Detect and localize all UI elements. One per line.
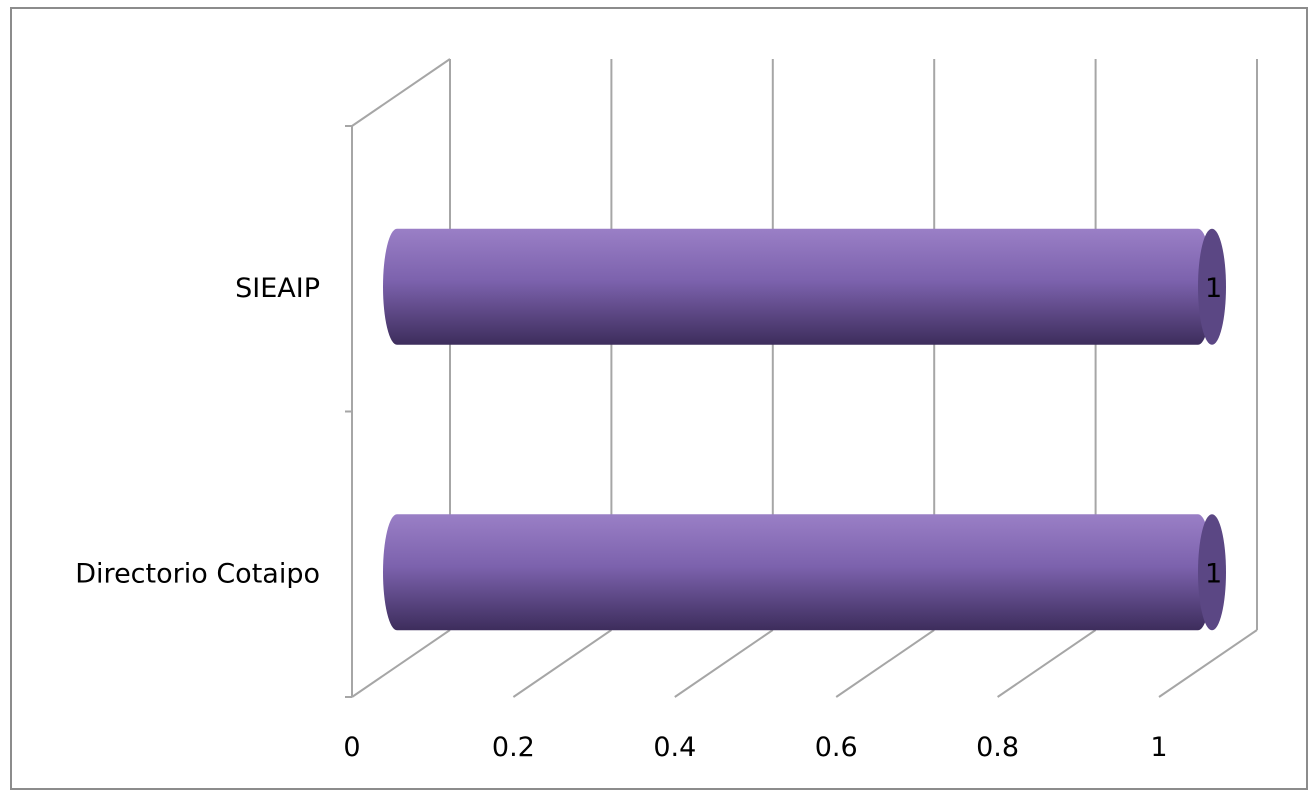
x-tick-label: 0.6 [815,732,858,763]
labels: 0 0.2 0.4 0.6 0.8 1 SIEAIP 1 Directorio Cotaipo 1 [75,273,1222,763]
category-label: Directorio Cotaipo [75,558,320,589]
x-tick-label: 0.4 [653,732,696,763]
bar-cap-1 [1198,514,1226,631]
bar-0 [383,228,1212,345]
axes [345,58,451,698]
x-tick-label: 0.8 [976,732,1019,763]
data-label: 1 [1205,558,1222,589]
bar-1 [383,514,1212,631]
floor-gridline [674,629,774,698]
floor-gridline [512,629,612,698]
chart-border [10,7,1308,790]
floor-gridline [1158,629,1258,698]
x-tick-label: 0.2 [492,732,535,763]
data-label: 1 [1205,273,1222,304]
category-label: SIEAIP [235,273,320,304]
bar-cap-0 [1198,228,1226,345]
left-wall-top-edge [351,58,451,127]
x-tick-label: 1 [1150,732,1167,763]
floor-gridline [997,629,1097,698]
x-tick-label: 0 [343,732,360,763]
floor-gridline [835,629,935,698]
floor-gridline [351,629,451,698]
bars [383,228,1226,631]
